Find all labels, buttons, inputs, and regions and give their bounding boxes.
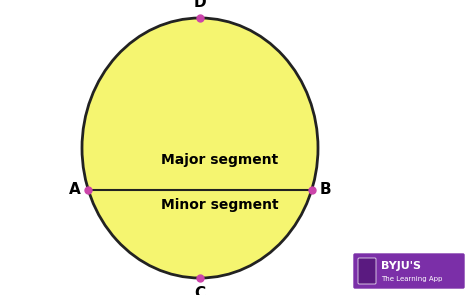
Text: D: D [194, 0, 206, 10]
Text: The Learning App: The Learning App [381, 276, 442, 282]
FancyBboxPatch shape [354, 254, 464, 288]
Text: BYJU'S: BYJU'S [381, 261, 421, 271]
Text: B: B [319, 183, 331, 197]
FancyBboxPatch shape [358, 258, 376, 284]
Text: A: A [69, 183, 80, 197]
Ellipse shape [82, 18, 318, 278]
Text: C: C [194, 286, 206, 295]
Text: Major segment: Major segment [161, 153, 279, 167]
Text: Minor segment: Minor segment [161, 198, 279, 212]
Text: © Byjus.com: © Byjus.com [381, 274, 435, 283]
